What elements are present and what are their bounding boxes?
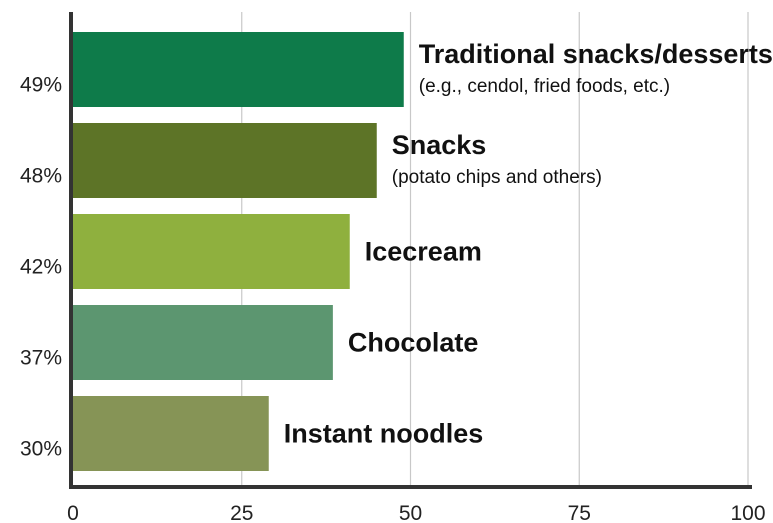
axes: [69, 12, 752, 489]
x-tick-label: 100: [730, 502, 765, 523]
x-tick-label: 0: [67, 502, 79, 523]
x-tick-label: 75: [568, 502, 591, 523]
y-value-label: 30%: [20, 438, 62, 461]
y-value-label: 42%: [20, 256, 62, 279]
category-label: Chocolate: [348, 328, 479, 358]
x-tick-label: 50: [399, 502, 422, 523]
bar: [73, 305, 333, 380]
category-label: Traditional snacks/desserts: [419, 39, 773, 69]
category-label: Icecream: [365, 237, 482, 267]
bar: [73, 123, 377, 198]
y-value-label: 48%: [20, 165, 62, 188]
category-label: Snacks: [392, 130, 487, 160]
category-label: Instant noodles: [284, 419, 484, 449]
labels: 0 25 50 75 100 49% Traditional snacks/desserts…: [20, 39, 773, 523]
y-value-label: 37%: [20, 347, 62, 370]
bar: [73, 214, 350, 289]
bar: [73, 396, 269, 471]
category-subtitle: (e.g., cendol, fried foods, etc.): [419, 76, 670, 97]
x-tick-label: 25: [230, 502, 253, 523]
category-subtitle: (potato chips and others): [392, 167, 602, 188]
bars: [73, 32, 404, 471]
bar: [73, 32, 404, 107]
y-value-label: 49%: [20, 74, 62, 97]
